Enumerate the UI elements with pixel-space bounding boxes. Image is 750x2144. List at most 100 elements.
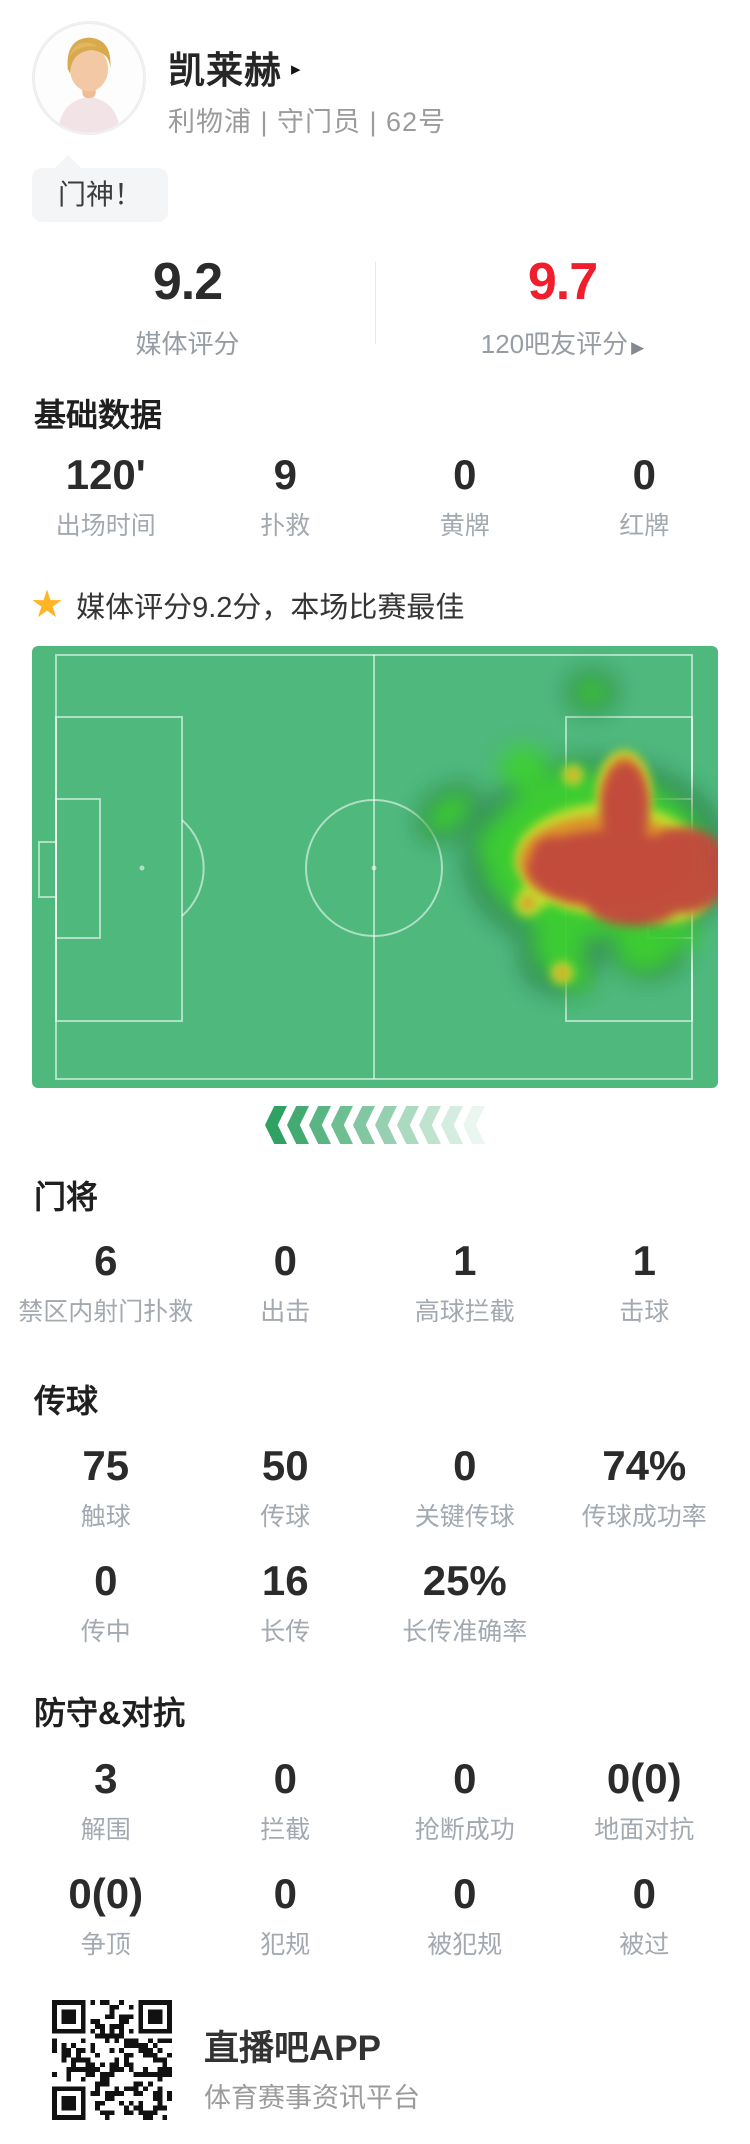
player-tag-bubble: 门神！ <box>32 168 169 222</box>
chevron-left-icon <box>463 1106 485 1144</box>
player-avatar[interactable] <box>33 22 145 134</box>
stat-value: 1 <box>632 1237 656 1284</box>
stat-value: 9 <box>273 451 297 498</box>
chevron-left-icon <box>441 1106 463 1144</box>
stat-label: 关键传球 <box>414 1503 515 1531</box>
stat-label: 传球成功率 <box>581 1503 707 1531</box>
stat-value: 0 <box>273 1870 297 1917</box>
stat-item: 0 犯规 <box>196 1871 376 1961</box>
stat-item: 75 触球 <box>16 1443 196 1533</box>
passing-stats-row-2: 0 传中 16 长传 25% 长传准确率 <box>16 1558 734 1648</box>
media-rating-value: 9.2 <box>152 253 223 311</box>
stat-value: 16 <box>261 1557 309 1604</box>
stat-item: 6 禁区内射门扑救 <box>16 1238 196 1328</box>
stat-item: 0 传中 <box>16 1558 196 1648</box>
mvp-highlight-text: 媒体评分9.2分，本场比赛最佳 <box>76 592 465 624</box>
stat-label: 争顶 <box>80 1931 131 1959</box>
chevron-left-icon <box>331 1106 353 1144</box>
pitch-svg <box>32 646 718 1088</box>
chevron-left-icon <box>397 1106 419 1144</box>
stat-value: 120' <box>65 451 146 498</box>
stat-value: 0(0) <box>606 1755 682 1802</box>
stat-label: 击球 <box>619 1298 670 1326</box>
stat-item: 120' 出场时间 <box>16 452 196 542</box>
stat-item: 0 被犯规 <box>375 1871 555 1961</box>
stat-label: 犯规 <box>260 1931 311 1959</box>
stat-item: 9 扑救 <box>196 452 376 542</box>
attack-direction-chevrons <box>0 1106 750 1144</box>
mvp-highlight: ★ 媒体评分9.2分，本场比赛最佳 <box>30 584 464 626</box>
chevron-left-icon <box>287 1106 309 1144</box>
basic-stats-row: 120' 出场时间 9 扑救 0 黄牌 0 红牌 <box>16 452 734 542</box>
stat-item: 0 拦截 <box>196 1756 376 1846</box>
stat-item: 0 黄牌 <box>375 452 555 542</box>
section-title-basic: 基础数据 <box>34 397 163 433</box>
passing-stats-row-1: 75 触球 50 传球 0 关键传球 74% 传球成功率 <box>16 1443 734 1533</box>
stat-value: 75 <box>82 1442 130 1489</box>
stat-label: 禁区内射门扑救 <box>18 1298 194 1326</box>
defense-stats-row-2: 0(0) 争顶 0 犯规 0 被犯规 0 被过 <box>16 1871 734 1961</box>
stat-label: 红牌 <box>619 512 670 540</box>
stat-value: 1 <box>453 1237 477 1284</box>
chevron-left-icon <box>353 1106 375 1144</box>
section-title-goalkeeping: 门将 <box>34 1179 99 1215</box>
stat-value: 25% <box>422 1557 507 1604</box>
fan-rating-arrow-icon: ▶ <box>631 338 645 357</box>
stat-label: 被犯规 <box>427 1931 503 1959</box>
stat-value: 6 <box>94 1237 118 1284</box>
qr-code <box>52 2000 172 2120</box>
stat-value: 0 <box>453 1442 477 1489</box>
stat-value: 0 <box>453 1755 477 1802</box>
chevron-left-icon <box>265 1106 287 1144</box>
section-title-passing: 传球 <box>34 1383 99 1419</box>
stat-label: 出击 <box>260 1298 311 1326</box>
stat-label: 高球拦截 <box>414 1298 515 1326</box>
stat-label: 抢断成功 <box>414 1816 515 1844</box>
avatar-photo <box>33 22 145 134</box>
star-icon: ★ <box>30 584 65 626</box>
player-name-row[interactable]: 凯莱赫 ▸ <box>168 40 301 94</box>
stat-value: 74% <box>602 1442 687 1489</box>
stat-label: 黄牌 <box>439 512 490 540</box>
heatmap-layer <box>416 670 718 996</box>
tag-bubble-notch <box>54 155 82 169</box>
stat-item: 16 长传 <box>196 1558 376 1648</box>
stat-label: 出场时间 <box>55 512 156 540</box>
stat-item: 74% 传球成功率 <box>555 1443 735 1533</box>
fan-rating[interactable]: 9.7 120吧友评分 ▶ <box>375 252 750 361</box>
stat-item: 0 关键传球 <box>375 1443 555 1533</box>
app-tagline: 体育赛事资讯平台 <box>204 2083 420 2113</box>
section-title-defense: 防守&对抗 <box>34 1695 186 1731</box>
stat-value: 0 <box>453 1870 477 1917</box>
stat-value: 0 <box>453 451 477 498</box>
stat-label: 传中 <box>80 1618 131 1646</box>
stat-item: 0(0) 争顶 <box>16 1871 196 1961</box>
stat-label: 解围 <box>80 1816 131 1844</box>
media-rating: 9.2 媒体评分 <box>0 252 375 361</box>
name-detail-arrow-icon: ▸ <box>291 58 301 80</box>
ratings-divider <box>375 262 376 344</box>
player-info: 利物浦 | 守门员 | 62号 <box>168 107 447 137</box>
stat-item: 1 高球拦截 <box>375 1238 555 1328</box>
stat-label: 拦截 <box>260 1816 311 1844</box>
app-name: 直播吧APP <box>204 2029 381 2068</box>
chevron-left-icon <box>309 1106 331 1144</box>
stat-item: 25% 长传准确率 <box>375 1558 555 1648</box>
stat-label: 传球 <box>260 1503 311 1531</box>
stat-label: 触球 <box>80 1503 131 1531</box>
stat-label: 长传 <box>260 1618 311 1646</box>
fan-rating-value: 9.7 <box>527 253 598 311</box>
stat-value: 50 <box>261 1442 309 1489</box>
stat-item: 0 出击 <box>196 1238 376 1328</box>
stat-label: 地面对抗 <box>594 1816 695 1844</box>
stat-value: 3 <box>94 1755 118 1802</box>
stat-item: 0(0) 地面对抗 <box>555 1756 735 1846</box>
player-name: 凯莱赫 <box>168 50 282 91</box>
stat-item: 1 击球 <box>555 1238 735 1328</box>
stat-item: 0 被过 <box>555 1871 735 1961</box>
stat-label: 被过 <box>619 1931 670 1959</box>
goalkeeping-stats-row: 6 禁区内射门扑救 0 出击 1 高球拦截 1 击球 <box>16 1238 734 1328</box>
stat-value: 0(0) <box>68 1870 144 1917</box>
stat-item: 0 抢断成功 <box>375 1756 555 1846</box>
